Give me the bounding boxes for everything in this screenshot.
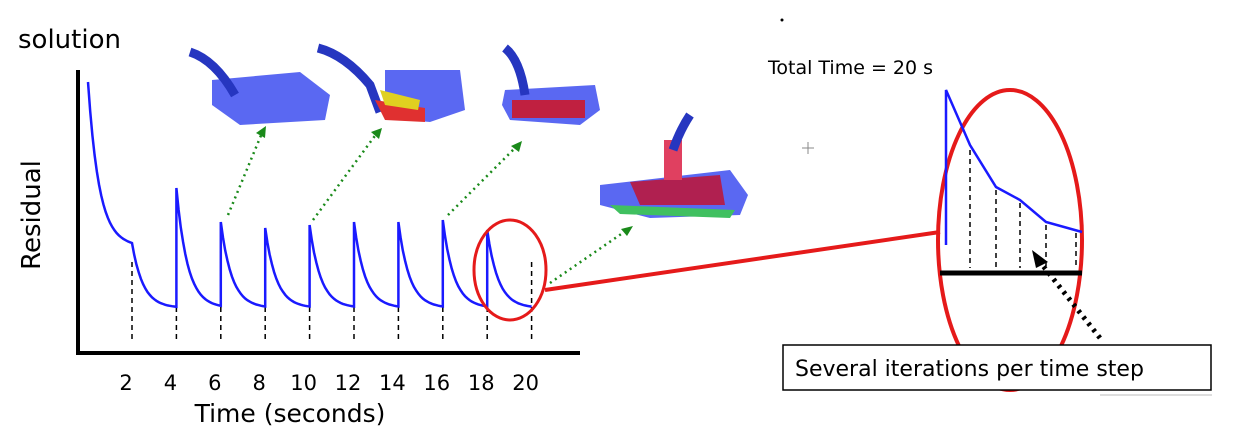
tank-1 [188, 47, 330, 125]
x-tick-label: 20 [512, 371, 539, 395]
residual-curve [86, 81, 532, 309]
crosshair [802, 142, 814, 154]
x-tick-label: 2 [119, 371, 132, 395]
x-tick-label: 6 [208, 371, 221, 395]
zoom-line [544, 230, 941, 292]
zoom-dashes [969, 150, 1077, 268]
x-tick-label: 4 [164, 371, 177, 395]
callout-text: Several iterations per time step [795, 357, 1144, 382]
x-tick-label: 18 [468, 371, 495, 395]
dot [780, 18, 784, 22]
x-tick-label: 10 [290, 371, 317, 395]
zoom-curve [944, 89, 1083, 245]
total-time: Total Time = 20 s [767, 57, 933, 79]
x-tick-label: 12 [335, 371, 362, 395]
title: solution [18, 25, 121, 55]
callout-arrow-head [1032, 250, 1048, 268]
tank-4 [600, 112, 748, 218]
callout-arrow [1038, 260, 1102, 340]
callout-box [782, 344, 1212, 391]
tank-3 [501, 44, 600, 125]
x-axis-label: Time (seconds) [194, 399, 386, 428]
x-tick-label: 8 [253, 371, 266, 395]
tank-2 [316, 43, 465, 122]
x-tick-label: 16 [423, 371, 450, 395]
arrow-heads [256, 126, 633, 236]
x-tick-label: 14 [379, 371, 406, 395]
zoom-circle [472, 218, 548, 322]
y-axis-label: Residual [17, 160, 47, 270]
pointer-arrows [226, 132, 628, 285]
